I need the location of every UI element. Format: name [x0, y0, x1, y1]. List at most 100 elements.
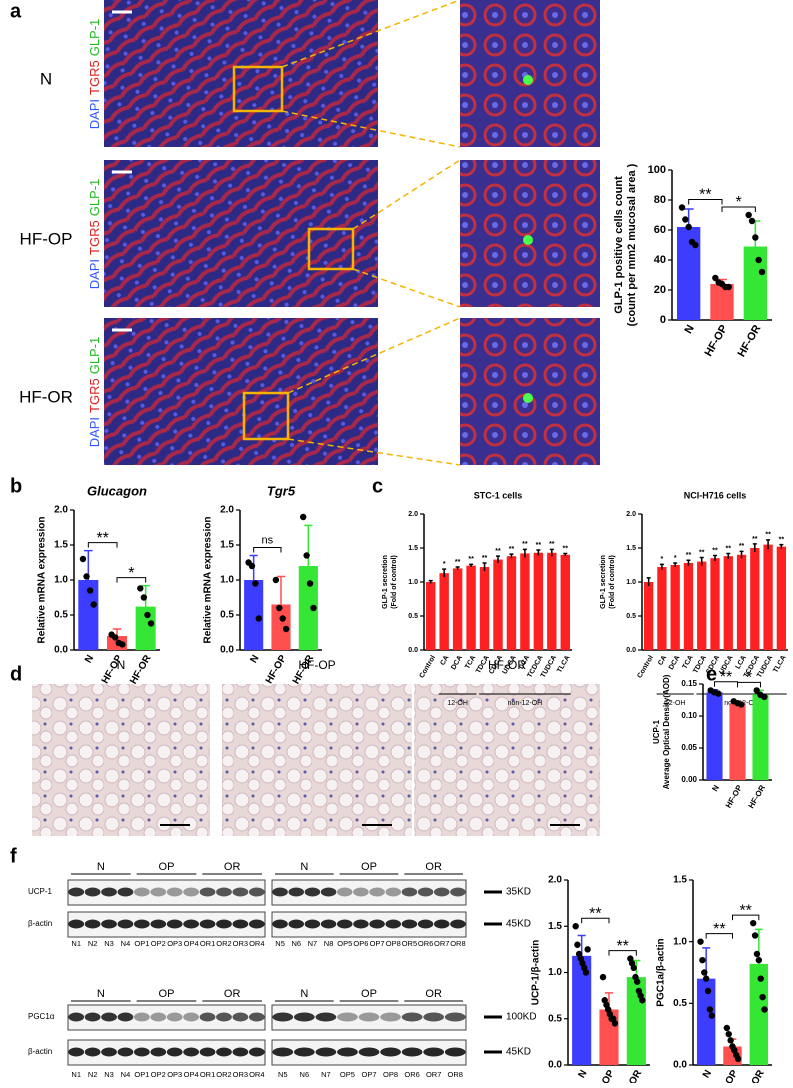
significance: ** [726, 545, 732, 552]
data-point [715, 690, 722, 697]
marker-size: 100KD [506, 1012, 537, 1023]
blot-band [183, 1047, 200, 1057]
bar [560, 554, 570, 650]
blot-band [401, 919, 418, 929]
blot-band [450, 919, 466, 929]
blot-band [320, 919, 337, 929]
error-bar [84, 549, 93, 610]
group-label: OR [425, 861, 442, 873]
y-axis-label: (count per mm2 mucosal area ) [626, 163, 638, 326]
panel-letter: c [372, 475, 383, 497]
blot-band [101, 1012, 117, 1022]
zoom-line [281, 0, 461, 68]
significance-label: * [128, 565, 134, 582]
group-label: OP [159, 861, 175, 873]
bar [697, 561, 707, 650]
lane-label: OR2 [216, 939, 231, 948]
blot-band [272, 919, 288, 929]
error-bar [549, 548, 554, 557]
lane-label: N1 [71, 939, 81, 948]
zoom-box [232, 65, 284, 113]
y-tick-label: 1.5 [673, 875, 687, 886]
y-tick-label: 2.0 [54, 505, 68, 516]
data-point [758, 268, 766, 276]
blot-band [358, 1047, 380, 1057]
lane-label: OR7 [434, 939, 449, 948]
x-tick-label: OR [750, 1068, 767, 1083]
blot-band [68, 1047, 85, 1057]
blot-band [248, 887, 265, 897]
data-point [599, 973, 607, 981]
group-label: non-12-OH [508, 700, 543, 707]
error-bar [482, 562, 487, 572]
x-tick-label: HF-OR [619, 1068, 645, 1083]
blot-band [450, 887, 466, 897]
zoom-line [281, 110, 461, 148]
blot-band [68, 887, 85, 897]
data-point [279, 615, 286, 622]
bar [710, 558, 720, 650]
lane-label: OP1 [134, 939, 149, 948]
row-label: HF-OR [19, 387, 73, 406]
blot-band [369, 919, 385, 929]
blot-band [232, 1047, 249, 1057]
lane-label: N3 [104, 1070, 114, 1079]
data-point [753, 950, 761, 958]
error-bar [276, 575, 286, 633]
stain-label: DAPI TGR5 GLP-1 [87, 19, 102, 130]
y-axis-label: PGC1a/β-actin [656, 938, 667, 1006]
stain-name: DAPI [87, 259, 102, 289]
bar [506, 556, 517, 650]
lane-label: N3 [104, 939, 114, 948]
x-tick-label: DCA [450, 654, 464, 671]
blot-frame [271, 879, 467, 906]
blot-band [444, 1012, 466, 1022]
zoom-image [460, 160, 600, 307]
data-point [300, 513, 307, 521]
y-tick-label: 1.0 [548, 967, 562, 978]
blot-band [133, 919, 150, 929]
bar [479, 567, 490, 650]
data-point [79, 555, 87, 563]
x-tick-label: CA [657, 654, 668, 666]
data-point [685, 223, 692, 231]
bar [683, 562, 694, 650]
significance: * [674, 555, 677, 562]
data-point [753, 687, 760, 694]
protein-label: UCP-1 [28, 887, 53, 896]
column-label: HF-OR [488, 658, 526, 672]
data-point [697, 938, 704, 945]
blot-band [133, 1047, 150, 1057]
x-tick-label: LCA [518, 654, 531, 670]
significance-bracket [732, 914, 760, 921]
data-point [692, 241, 699, 249]
significance-bracket [705, 933, 733, 939]
data-point [701, 969, 708, 976]
significance: ** [752, 536, 758, 543]
lane-label: N6 [300, 1070, 310, 1079]
y-tick-label: 0.5 [548, 1013, 562, 1024]
group-label: 12-OH [665, 700, 686, 707]
blot-band [337, 1047, 358, 1057]
bar [426, 582, 436, 650]
y-tick-label: 1.5 [54, 540, 68, 551]
y-axis-label: (Fold of control) [391, 555, 398, 609]
significance-bracket [87, 542, 118, 548]
chart-title: Glucagon [87, 483, 147, 498]
data-point [757, 975, 764, 982]
lane-label: OP7 [361, 1070, 376, 1079]
lane-label: OR8 [450, 939, 465, 948]
x-tick-label: HF-OP [264, 653, 289, 686]
significance: ** [563, 545, 569, 552]
significance-bracket [737, 681, 761, 688]
lane-label: OR3 [233, 939, 248, 948]
data-point [734, 1055, 742, 1063]
x-tick-label: HF-OP [592, 1068, 617, 1083]
significance: ** [455, 559, 461, 566]
data-point [706, 1006, 714, 1013]
bar [493, 559, 503, 650]
significance-label: ** [96, 530, 108, 547]
blot-band [401, 1047, 423, 1057]
significance: * [443, 561, 446, 568]
data-point [755, 956, 763, 964]
